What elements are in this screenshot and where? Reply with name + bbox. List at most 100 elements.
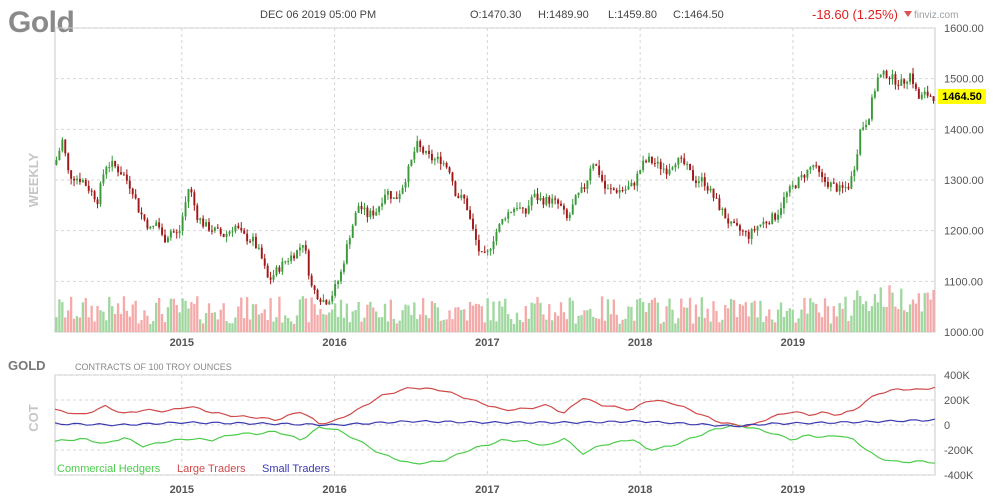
volume-bar [333, 303, 337, 332]
candle-body [284, 261, 287, 263]
volume-bar [639, 298, 642, 332]
volume-bar [398, 320, 401, 332]
candle-body [615, 189, 618, 193]
candle-body [568, 214, 571, 219]
candle-body [407, 165, 410, 183]
volume-bar [322, 314, 325, 332]
volume-bar [747, 316, 750, 332]
volume-bar [166, 307, 170, 332]
volume-bar [539, 302, 542, 332]
candle-body [516, 207, 518, 209]
volume-bar [612, 299, 615, 332]
volume-bar [278, 296, 281, 332]
volume-bar [207, 303, 211, 332]
volume-bar [832, 306, 835, 332]
candle-body [61, 139, 64, 151]
candle-body [345, 244, 348, 264]
legend-large-traders: Large Traders [177, 463, 246, 475]
candle-body [337, 281, 340, 285]
candle-body [425, 150, 428, 153]
candle-body [777, 214, 780, 220]
volume-bar [592, 316, 595, 332]
candle-body [137, 198, 140, 213]
candle-body [762, 221, 765, 225]
candle-body [809, 167, 812, 170]
candle-body [727, 218, 730, 224]
volume-bar [917, 293, 921, 332]
volume-bar [178, 312, 181, 332]
candle-body [81, 180, 84, 183]
candle-body [419, 141, 422, 148]
cot-line-small-traders [54, 418, 936, 428]
candle-body [254, 236, 257, 249]
finviz-logo-icon [904, 11, 912, 17]
cot-side-label: COT [26, 404, 41, 432]
volume-bar [96, 305, 99, 332]
candle-body [392, 197, 395, 199]
volume-bar [351, 311, 354, 332]
volume-bar [298, 299, 302, 332]
candle-body [530, 197, 533, 206]
close-price: C:1464.50 [673, 9, 724, 21]
candle-body [246, 233, 249, 242]
volume-bar [815, 303, 818, 332]
candle-body [416, 141, 419, 152]
candle-body [375, 212, 378, 216]
volume-bar [219, 309, 222, 332]
volume-bar [222, 303, 225, 332]
volume-bar [404, 304, 407, 332]
volume-bar [354, 310, 357, 332]
candle-body [301, 245, 304, 248]
candle-body [768, 223, 771, 225]
source-credit[interactable]: finviz.com [914, 10, 959, 21]
candle-body [510, 212, 513, 214]
candle-body [818, 165, 821, 173]
candle-body [73, 178, 76, 181]
candle-body [389, 191, 392, 199]
candle-body [472, 218, 474, 229]
candle-body [912, 73, 914, 85]
volume-bar [342, 317, 346, 332]
candle-body [853, 169, 856, 177]
volume-bar [577, 315, 580, 332]
volume-bar [756, 317, 759, 332]
volume-bar [853, 300, 856, 332]
candle-body [812, 165, 815, 168]
volume-bar [597, 319, 601, 332]
volume-bar [771, 319, 774, 332]
candle-body [260, 247, 263, 259]
candle-body [859, 129, 862, 155]
candle-body [715, 197, 718, 199]
candle-body [58, 150, 61, 161]
candle-body [216, 227, 219, 229]
volume-bar [762, 322, 765, 332]
volume-bar [809, 298, 812, 332]
volume-bar [375, 311, 378, 332]
volume-bar [474, 303, 478, 332]
volume-bar [116, 303, 120, 332]
volume-bar [251, 304, 255, 332]
last-price-label: 1464.50 [942, 91, 982, 103]
candle-body [351, 225, 354, 238]
volume-bar [389, 299, 393, 332]
candle-body [140, 212, 143, 215]
volume-bar [882, 306, 885, 332]
volume-bar [163, 322, 167, 332]
candle-body [354, 212, 357, 226]
volume-bar [697, 316, 701, 332]
candle-body [885, 70, 888, 78]
candle-body [700, 177, 703, 182]
volume-bar [580, 315, 583, 332]
candle-body [486, 250, 489, 252]
volume-bar [421, 298, 425, 332]
candle-body [125, 174, 128, 181]
volume-bar [84, 298, 87, 332]
candle-body [296, 250, 298, 259]
volume-bar [553, 312, 557, 332]
volume-bar [181, 298, 184, 332]
volume-bar [90, 305, 93, 332]
candle-body [442, 163, 445, 165]
candle-body [84, 180, 87, 186]
price-x-tick-label: 2015 [170, 337, 194, 349]
